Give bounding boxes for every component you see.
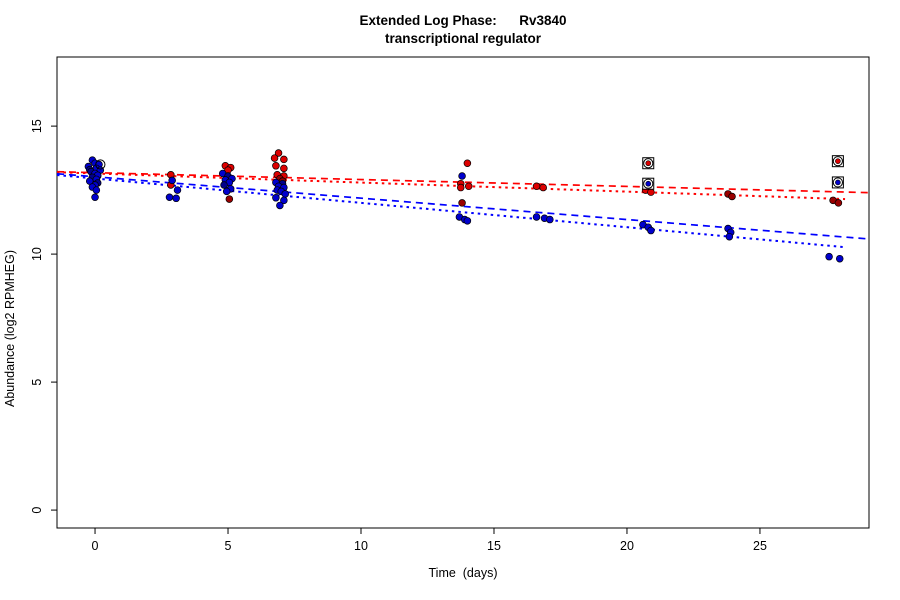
data-point-blue-condition: [222, 187, 231, 196]
x-tick-label: 0: [92, 539, 99, 553]
data-point-red-condition: [280, 155, 288, 164]
flag-circle-marker: [832, 177, 843, 188]
data-point-blue-condition: [647, 226, 655, 235]
data-point-red-condition: [225, 195, 234, 203]
data-point-blue-condition: [168, 176, 176, 185]
data-point-red-condition: [280, 164, 288, 173]
data-point-blue-condition: [92, 186, 101, 194]
x-axis-label: Time (days): [429, 566, 498, 580]
x-tick-label: 20: [620, 539, 634, 553]
data-point-blue-condition: [532, 213, 541, 221]
data-point-red-condition: [272, 162, 280, 170]
data-point-blue-condition: [835, 254, 844, 263]
data-point-blue-condition: [463, 217, 472, 225]
flag-dot: [835, 179, 841, 186]
data-point-blue-condition: [281, 190, 289, 198]
data-point-blue-condition: [173, 186, 182, 194]
data-point-blue-condition: [825, 252, 833, 261]
flag-circle-marker: [95, 159, 106, 170]
data-point-red-condition: [539, 183, 547, 192]
red-fit-dashed: [56, 170, 870, 194]
x-tick-label: 25: [753, 539, 767, 553]
data-point-red-condition: [274, 149, 283, 157]
flag-circle-marker: [643, 158, 654, 169]
data-point-blue-condition: [546, 215, 554, 224]
plot-border: [56, 56, 870, 529]
data-point-blue-condition: [458, 172, 466, 180]
data-point-blue-condition: [220, 181, 228, 189]
flag-dot: [645, 160, 652, 167]
blue-fit-dashed: [56, 172, 870, 240]
y-axis-label: Abundance (log2 RPMHEG): [3, 250, 17, 407]
data-point-blue-condition: [280, 196, 288, 205]
data-point-blue-condition: [272, 194, 280, 202]
x-tick-label: 10: [354, 539, 368, 553]
data-point-blue-condition: [725, 232, 734, 241]
data-point-red-condition: [456, 183, 465, 192]
data-point-blue-condition: [91, 193, 99, 202]
y-tick-label: 5: [30, 379, 44, 386]
data-point-red-condition: [464, 182, 473, 191]
red-fit-dotted: [56, 171, 846, 201]
chart-title-line1: Extended Log Phase: Rv3840: [359, 13, 567, 28]
data-point-red-condition: [532, 182, 541, 191]
data-point-red-condition: [458, 199, 466, 207]
data-point-red-condition: [834, 199, 843, 207]
chart-title: Extended Log Phase: Rv3840 transcription…: [57, 12, 869, 48]
data-point-blue-condition: [172, 194, 180, 203]
blue-fit-dotted: [56, 174, 846, 249]
flag-circle-marker: [832, 156, 843, 167]
data-point-red-condition: [270, 154, 279, 162]
y-tick-label: 15: [30, 119, 44, 133]
x-tick-label: 5: [225, 539, 232, 553]
flag-dot: [835, 158, 841, 164]
data-point-blue-condition: [165, 193, 174, 202]
flag-dot: [645, 180, 652, 187]
flag-circle-marker: [643, 178, 654, 189]
data-point-blue-condition: [276, 201, 284, 210]
y-tick-label: 10: [30, 247, 44, 261]
data-point-red-condition: [463, 159, 472, 167]
data-point-red-condition: [728, 192, 736, 201]
x-tick-label: 15: [487, 539, 501, 553]
data-point-red-condition: [647, 188, 655, 196]
y-tick-label: 0: [30, 507, 44, 514]
chart-title-line2: transcriptional regulator: [384, 31, 542, 46]
